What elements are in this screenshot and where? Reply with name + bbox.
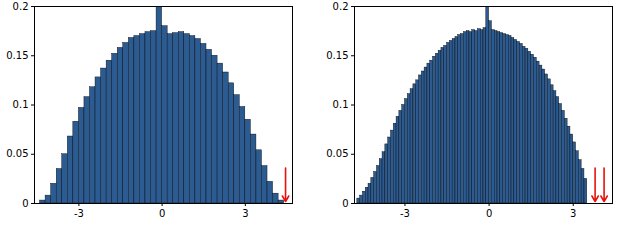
svg-text:-3: -3: [74, 208, 84, 219]
svg-text:0.15: 0.15: [326, 50, 348, 61]
svg-text:0.05: 0.05: [326, 148, 348, 159]
svg-text:0.1: 0.1: [13, 99, 29, 110]
svg-text:0.05: 0.05: [6, 148, 28, 159]
svg-text:3: 3: [242, 208, 248, 219]
svg-text:-3: -3: [400, 208, 410, 219]
svg-text:0: 0: [342, 198, 348, 209]
svg-text:0: 0: [486, 208, 492, 219]
svg-text:0.2: 0.2: [13, 1, 29, 12]
svg-text:0.15: 0.15: [6, 50, 28, 61]
svg-text:0: 0: [159, 208, 165, 219]
svg-text:0.1: 0.1: [333, 99, 349, 110]
svg-text:3: 3: [570, 208, 576, 219]
svg-text:0: 0: [22, 198, 28, 209]
svg-text:0.2: 0.2: [333, 1, 349, 12]
